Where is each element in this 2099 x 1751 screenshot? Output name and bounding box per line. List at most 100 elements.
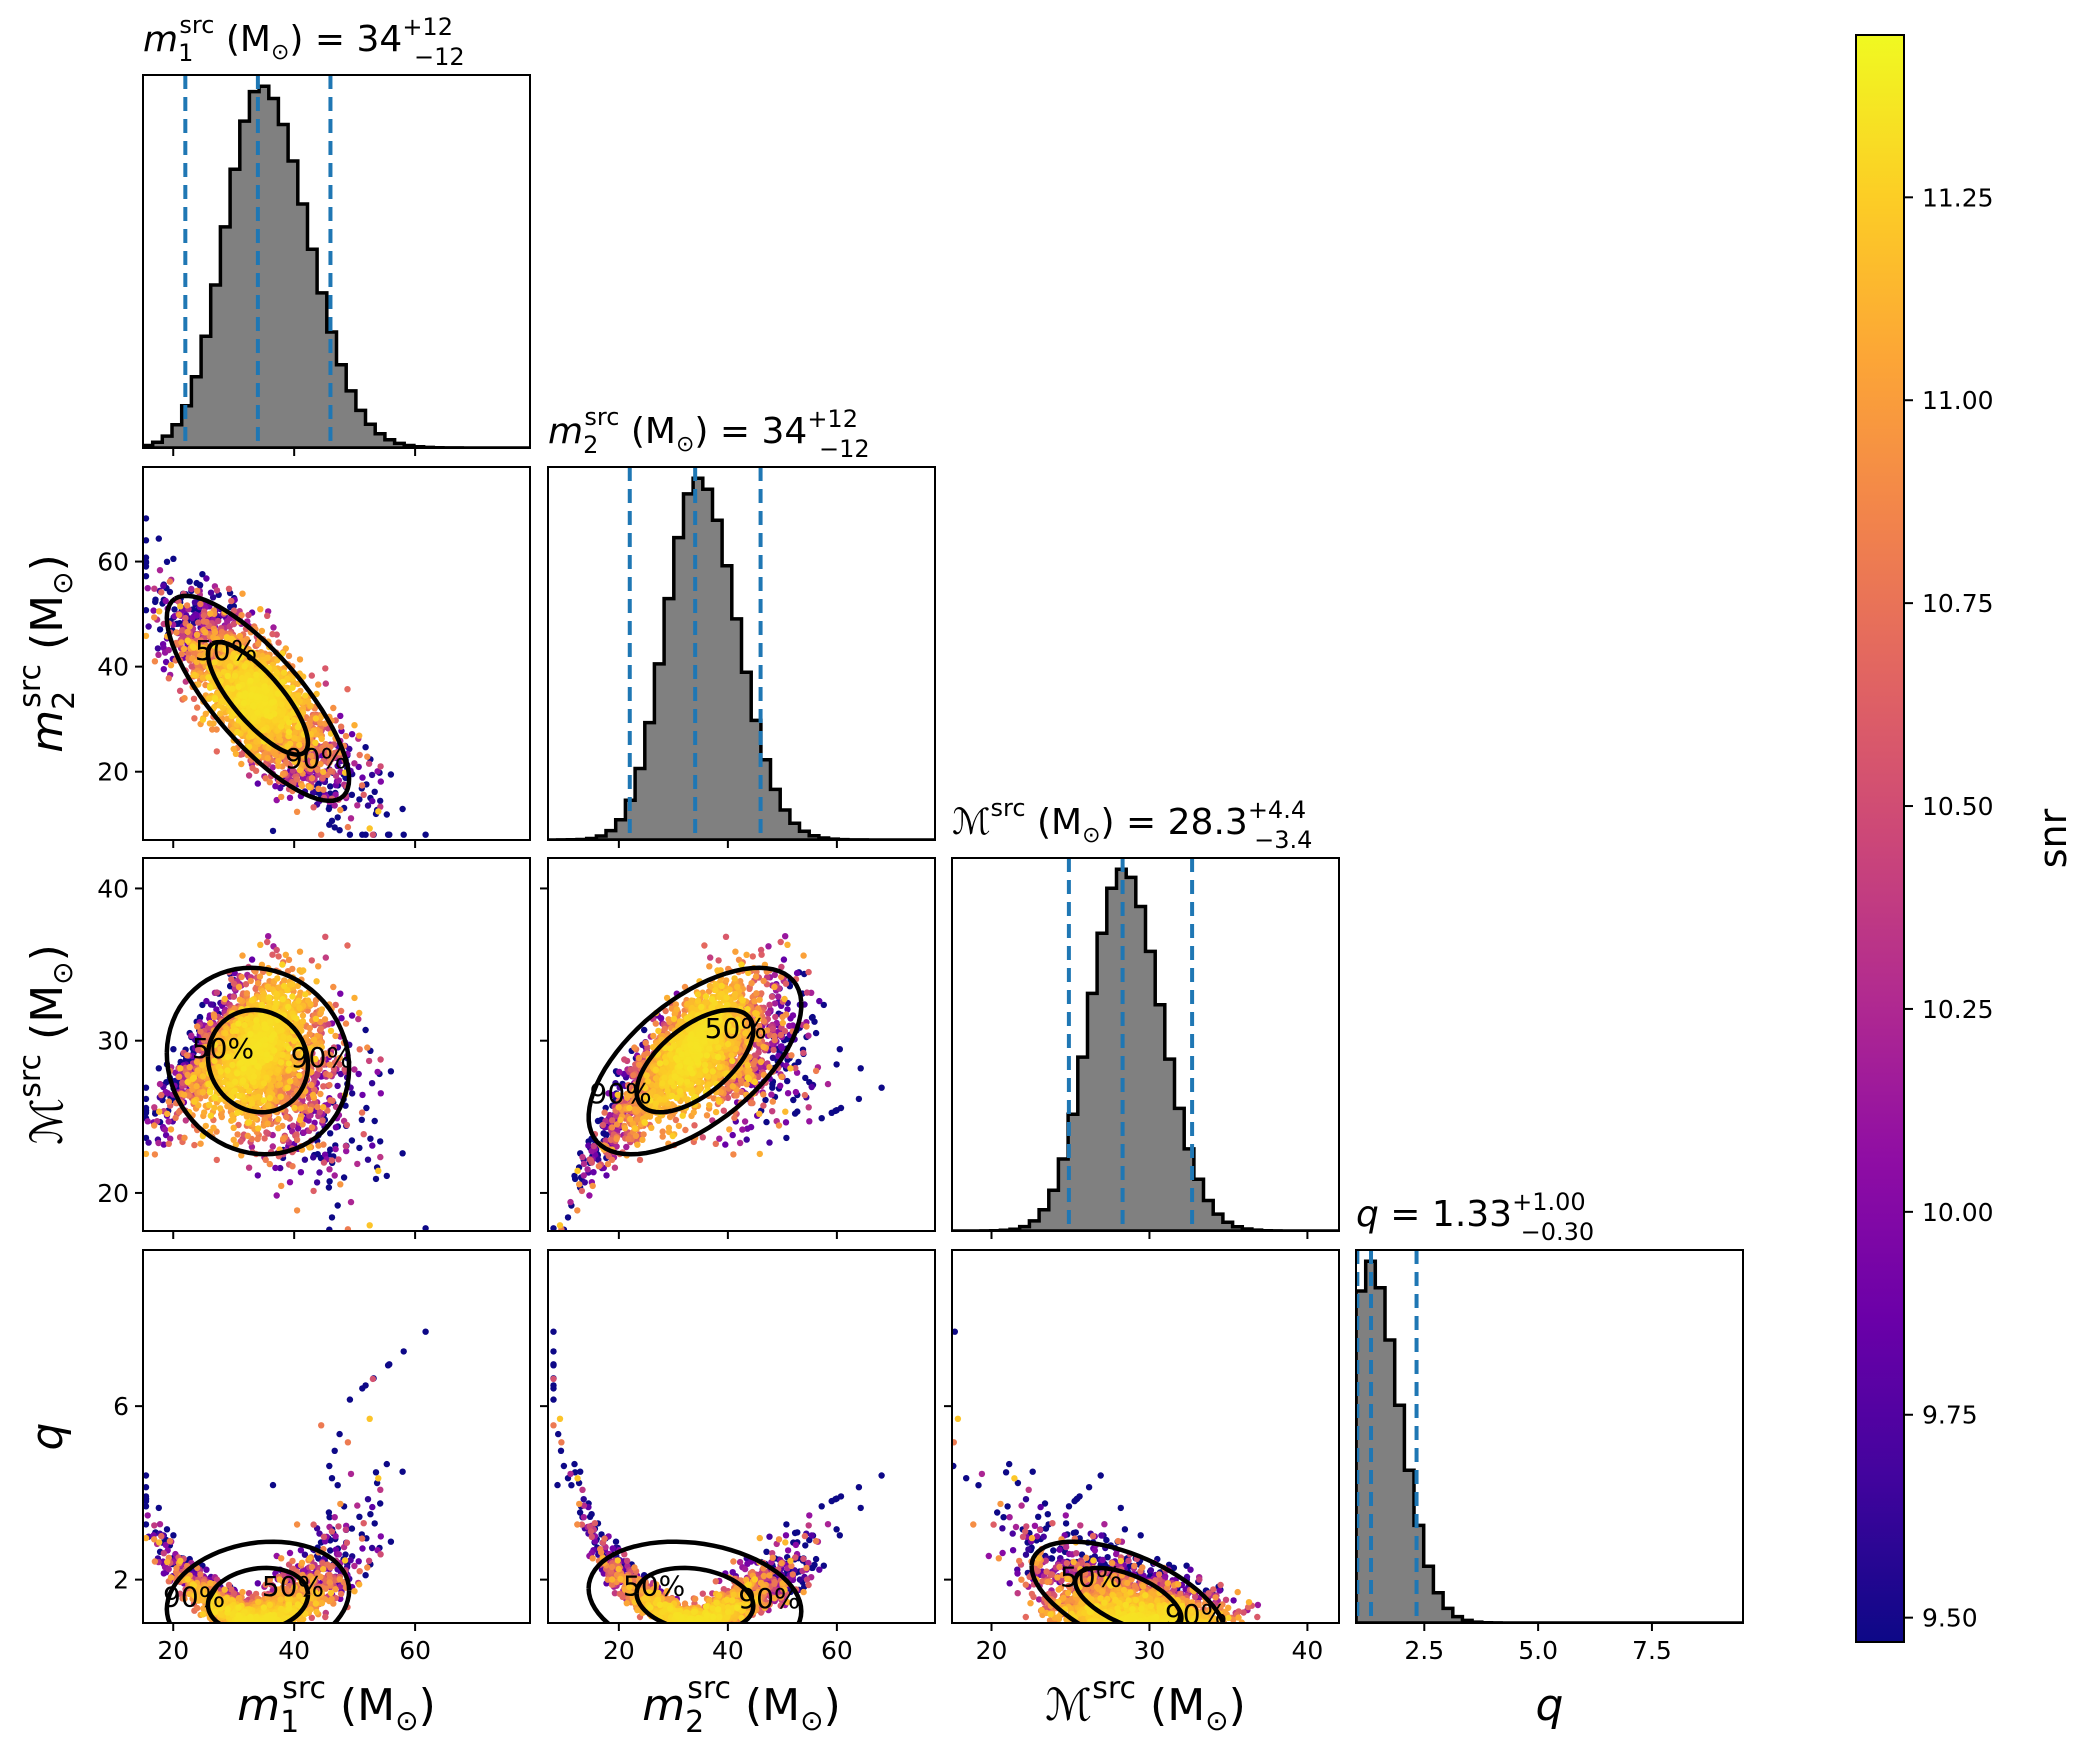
scatter-point — [143, 1150, 150, 1158]
scatter-point — [312, 1055, 319, 1063]
scatter-point — [289, 767, 297, 774]
scatter-point — [337, 1070, 345, 1078]
scatter-point — [336, 1054, 343, 1062]
scatter-point — [377, 1056, 384, 1063]
scatter-point — [155, 535, 162, 542]
scatter-point — [275, 732, 283, 740]
scatter-point — [297, 761, 305, 768]
scatter-point — [286, 794, 294, 801]
scatter-point — [377, 1138, 384, 1145]
scatter-point — [151, 1122, 158, 1129]
scatter-point — [162, 658, 170, 666]
scatter-point — [387, 771, 395, 778]
scatter-point — [203, 575, 210, 582]
scatter-point — [235, 717, 242, 724]
scatter-point — [328, 817, 336, 824]
scatter-point — [186, 623, 193, 630]
scatter-point — [213, 726, 220, 733]
scatter-point — [260, 996, 268, 1003]
scatter-point — [291, 1104, 298, 1112]
scatter-point — [264, 755, 271, 762]
scatter-point — [326, 803, 333, 810]
scatter-point — [364, 1156, 372, 1163]
scatter-point — [235, 654, 242, 661]
scatter-point — [291, 1056, 299, 1064]
scatter-point — [337, 806, 344, 814]
scatter-point — [293, 808, 301, 815]
scatter-point — [175, 611, 183, 619]
scatter-point — [278, 1027, 285, 1034]
scatter-point — [294, 723, 302, 731]
scatter-point — [248, 649, 256, 656]
scatter-point — [317, 760, 324, 768]
scatter-point — [265, 994, 273, 1001]
scatter-point — [156, 1108, 163, 1115]
scatter-point — [258, 1001, 266, 1009]
scatter-point — [289, 1122, 297, 1129]
scatter-point — [272, 1164, 279, 1172]
scatter-point — [358, 1116, 365, 1124]
scatter-point — [150, 607, 157, 614]
scatter-point — [165, 675, 172, 682]
scatter-point — [193, 1083, 200, 1090]
scatter-point — [275, 1115, 282, 1123]
scatter-point — [272, 783, 279, 790]
scatter-point — [232, 1141, 240, 1148]
scatter-point — [160, 1141, 167, 1148]
scatter-point — [217, 655, 224, 662]
scatter-point — [316, 1108, 324, 1116]
scatter-point — [326, 1178, 333, 1185]
scatter-point — [217, 1073, 224, 1080]
scatter-point — [327, 1097, 334, 1104]
scatter-point — [285, 956, 293, 963]
contour-label-90: 90% — [285, 742, 347, 775]
scatter-point — [351, 1066, 358, 1073]
histogram-panel-m1: m1src (M⊙) = 34+12 −12 — [142, 11, 531, 456]
scatter-point — [181, 695, 188, 702]
scatter-point — [265, 1062, 272, 1069]
scatter-point — [346, 831, 354, 838]
scatter-point — [178, 639, 185, 646]
scatter-point — [279, 961, 286, 968]
scatter-point — [264, 612, 271, 619]
scatter-point — [262, 775, 269, 782]
scatter-point — [195, 681, 202, 688]
scatter-point — [327, 783, 334, 790]
scatter-point — [371, 1117, 378, 1125]
scatter-point — [275, 1125, 282, 1132]
scatter-point — [366, 825, 373, 832]
scatter-point — [215, 671, 223, 678]
scatter-point — [375, 1167, 382, 1175]
scatter-point — [180, 1091, 188, 1098]
scatter-point — [211, 1041, 218, 1048]
scatter-point — [254, 709, 261, 716]
scatter-point — [156, 626, 164, 633]
scatter-point — [228, 597, 235, 605]
histogram-bars — [143, 86, 530, 448]
scatter-point — [222, 646, 229, 653]
scatter-point — [279, 1135, 287, 1143]
scatter-point — [348, 1012, 356, 1019]
scatter-point — [183, 602, 191, 609]
scatter-point — [284, 1054, 291, 1061]
scatter-point — [326, 1072, 333, 1079]
scatter-point — [162, 597, 169, 605]
scatter-point — [326, 1061, 333, 1068]
scatter-point — [237, 1138, 244, 1145]
scatter-point — [268, 699, 275, 706]
scatter-point — [331, 1172, 338, 1179]
scatter-point — [310, 1036, 318, 1043]
scatter-point — [170, 1046, 177, 1053]
scatter-point — [198, 1062, 206, 1069]
scatter-point — [167, 1126, 175, 1133]
scatter-point — [299, 1018, 307, 1025]
scatter-point — [243, 738, 251, 745]
scatter-point — [144, 1118, 151, 1125]
scatter-point — [347, 1198, 355, 1206]
scatter-point — [266, 779, 273, 786]
scatter-point — [358, 1109, 366, 1116]
scatter-point — [235, 1092, 242, 1100]
scatter-point — [260, 1080, 268, 1087]
scatter-point — [296, 1004, 303, 1012]
scatter-point — [253, 693, 260, 701]
